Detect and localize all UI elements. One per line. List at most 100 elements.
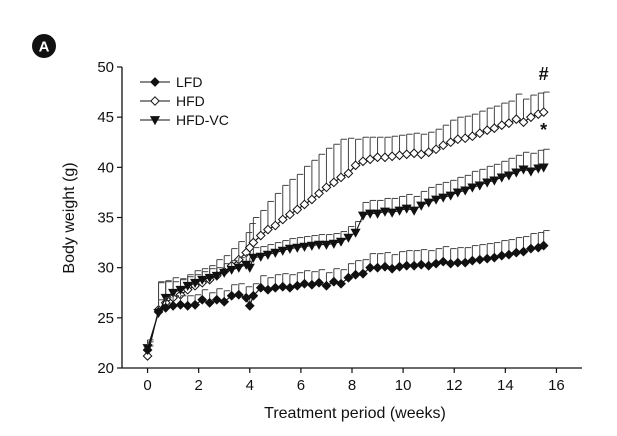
- annotation-label: #: [539, 64, 549, 84]
- data-point: [233, 289, 244, 300]
- data-point: [343, 272, 354, 283]
- data-point: [211, 294, 222, 305]
- data-point: [255, 282, 266, 293]
- data-point: [328, 276, 339, 287]
- data-point: [387, 151, 398, 162]
- y-tick-label: 45: [97, 109, 114, 126]
- annotation-label: *: [540, 120, 547, 140]
- series-layer: [142, 91, 550, 361]
- data-point: [401, 149, 412, 160]
- data-point: [241, 292, 252, 303]
- data-point: [416, 149, 427, 160]
- series-line: [147, 245, 544, 351]
- data-point: [321, 182, 332, 193]
- data-point: [379, 207, 391, 217]
- data-point: [365, 154, 376, 165]
- legend-label: HFD: [176, 93, 205, 109]
- data-point: [467, 183, 478, 193]
- data-point: [204, 273, 215, 283]
- data-point: [409, 148, 420, 159]
- data-point: [438, 256, 449, 267]
- data-point: [284, 209, 295, 220]
- legend-marker: [150, 96, 160, 106]
- data-point: [511, 114, 522, 125]
- data-point: [219, 296, 230, 307]
- x-tick-label: 8: [348, 377, 356, 394]
- data-point: [538, 240, 549, 251]
- data-point: [284, 282, 295, 293]
- data-point: [270, 282, 281, 293]
- data-point: [474, 181, 485, 191]
- series-hfd-vc: [142, 148, 550, 354]
- x-tick-label: 4: [246, 377, 254, 394]
- data-point: [306, 194, 317, 205]
- data-point: [255, 252, 266, 262]
- data-point: [409, 260, 420, 271]
- data-point: [380, 261, 390, 272]
- data-point: [401, 204, 412, 214]
- data-point: [525, 243, 536, 254]
- data-point: [248, 290, 259, 301]
- data-point: [445, 258, 456, 269]
- data-point: [190, 278, 201, 288]
- data-point: [142, 345, 153, 355]
- data-point: [211, 271, 222, 281]
- y-tick-label: 25: [97, 310, 114, 327]
- data-point: [525, 167, 536, 177]
- data-point: [423, 198, 434, 208]
- data-point: [460, 133, 471, 144]
- data-point: [306, 279, 317, 290]
- data-point: [226, 265, 237, 275]
- data-point: [277, 281, 288, 292]
- data-point: [394, 261, 405, 272]
- data-point: [365, 262, 376, 273]
- data-point: [496, 120, 507, 131]
- data-point: [204, 297, 215, 308]
- data-point: [511, 247, 522, 258]
- data-point: [504, 118, 514, 129]
- data-point: [394, 150, 405, 161]
- y-tick-label: 50: [97, 59, 114, 76]
- data-point: [423, 147, 434, 158]
- data-point: [452, 134, 463, 145]
- data-point: [350, 228, 361, 238]
- data-point: [153, 306, 164, 317]
- data-point: [292, 204, 303, 215]
- data-point: [438, 140, 449, 151]
- data-point: [244, 300, 255, 311]
- data-point: [255, 230, 266, 241]
- data-point: [321, 240, 332, 250]
- data-point: [358, 268, 368, 279]
- x-tick-label: 10: [395, 377, 412, 394]
- data-point: [372, 262, 383, 273]
- data-point: [538, 163, 549, 173]
- data-point: [489, 176, 500, 186]
- data-point: [445, 191, 456, 201]
- data-point: [328, 177, 339, 188]
- data-point: [160, 302, 171, 313]
- data-point: [233, 263, 244, 273]
- data-point: [263, 284, 273, 295]
- data-point: [314, 188, 324, 199]
- data-point: [292, 280, 303, 291]
- panel-label-circle: [32, 34, 56, 58]
- data-point: [431, 144, 441, 155]
- data-point: [518, 165, 529, 175]
- data-point: [372, 152, 383, 163]
- legend: LFD HFD HFD-VC: [140, 74, 229, 128]
- data-point: [496, 173, 507, 183]
- data-point: [197, 275, 208, 285]
- data-point: [336, 172, 346, 183]
- data-point: [182, 281, 193, 291]
- data-point: [474, 128, 485, 139]
- data-point: [416, 259, 427, 270]
- y-tick-label: 30: [97, 260, 114, 277]
- x-tick-label: 0: [143, 377, 151, 394]
- data-point: [387, 208, 398, 218]
- data-point: [219, 268, 230, 278]
- data-point: [387, 263, 398, 274]
- data-point: [467, 255, 478, 266]
- data-point: [538, 107, 549, 118]
- data-point: [372, 209, 383, 219]
- data-point: [489, 123, 500, 134]
